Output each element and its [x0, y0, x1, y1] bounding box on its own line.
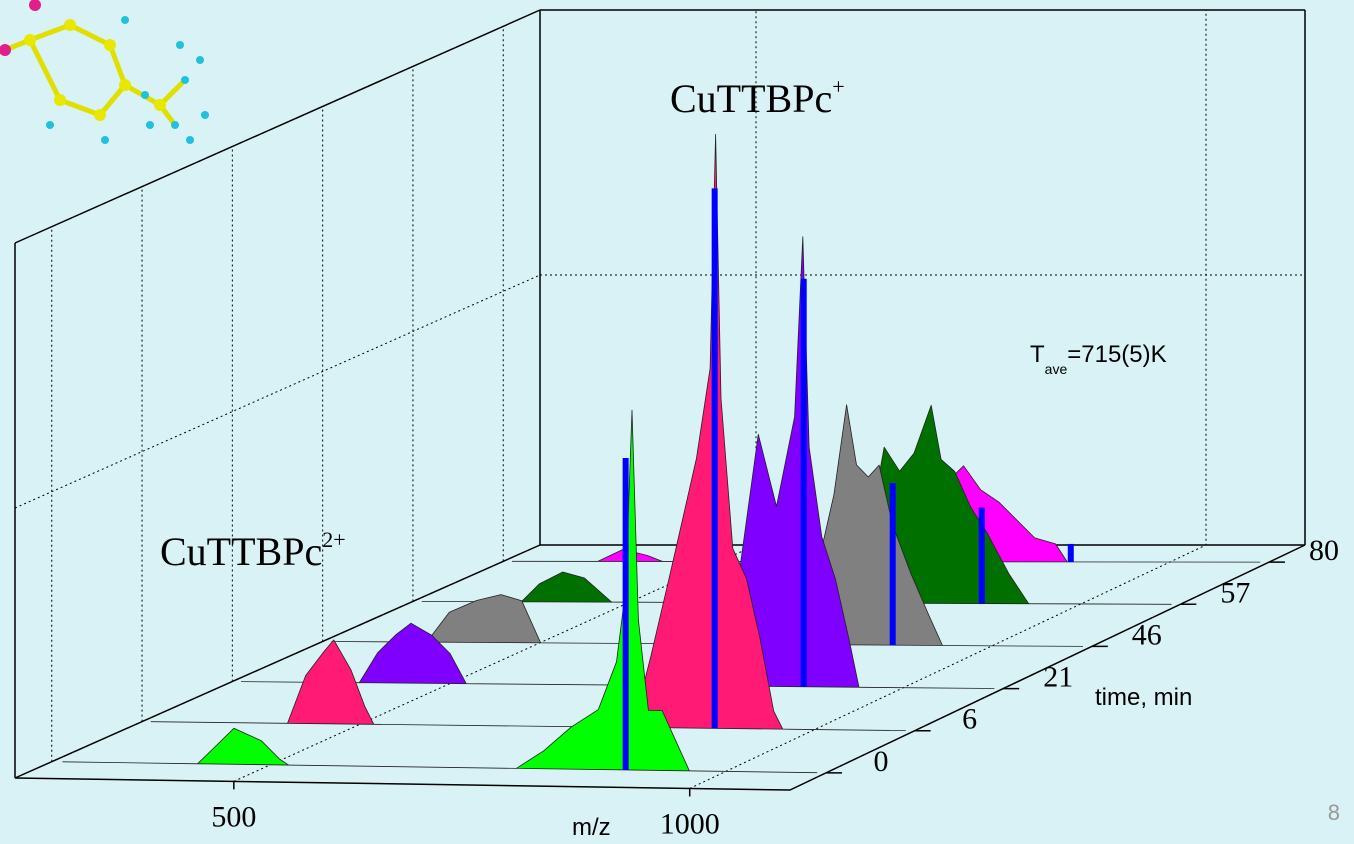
annotation-sup: +: [832, 74, 844, 99]
x-tick-label: 500: [211, 800, 256, 833]
z-axis-label: time, min: [1095, 684, 1192, 711]
page: 50010008057462160 CuTTBPc+ CuTTBPc2+ Tav…: [0, 0, 1354, 844]
z-tick-label: 46: [1132, 618, 1162, 651]
annotation-text: CuTTBPc: [670, 76, 832, 121]
x-axis-label: m/z: [572, 814, 611, 841]
chart: 50010008057462160 CuTTBPc+ CuTTBPc2+ Tav…: [0, 0, 1354, 844]
note-sub: ave: [1045, 361, 1068, 377]
z-tick-label: 6: [962, 703, 977, 736]
annotation-sup: 2+: [322, 527, 345, 552]
note-rest: =715(5)K: [1067, 341, 1166, 368]
annotation-text: CuTTBPc: [160, 529, 322, 574]
x-tick-label: 1000: [660, 807, 720, 840]
note-main: T: [1030, 341, 1045, 368]
annotation: CuTTBPc2+: [160, 527, 346, 574]
annotation: CuTTBPc+: [670, 74, 845, 121]
z-tick-label: 0: [874, 745, 889, 778]
slide-number: 8: [1328, 800, 1340, 825]
z-tick-label: 21: [1043, 661, 1073, 694]
z-tick-label: 57: [1220, 576, 1250, 609]
z-tick-label: 80: [1309, 534, 1339, 567]
